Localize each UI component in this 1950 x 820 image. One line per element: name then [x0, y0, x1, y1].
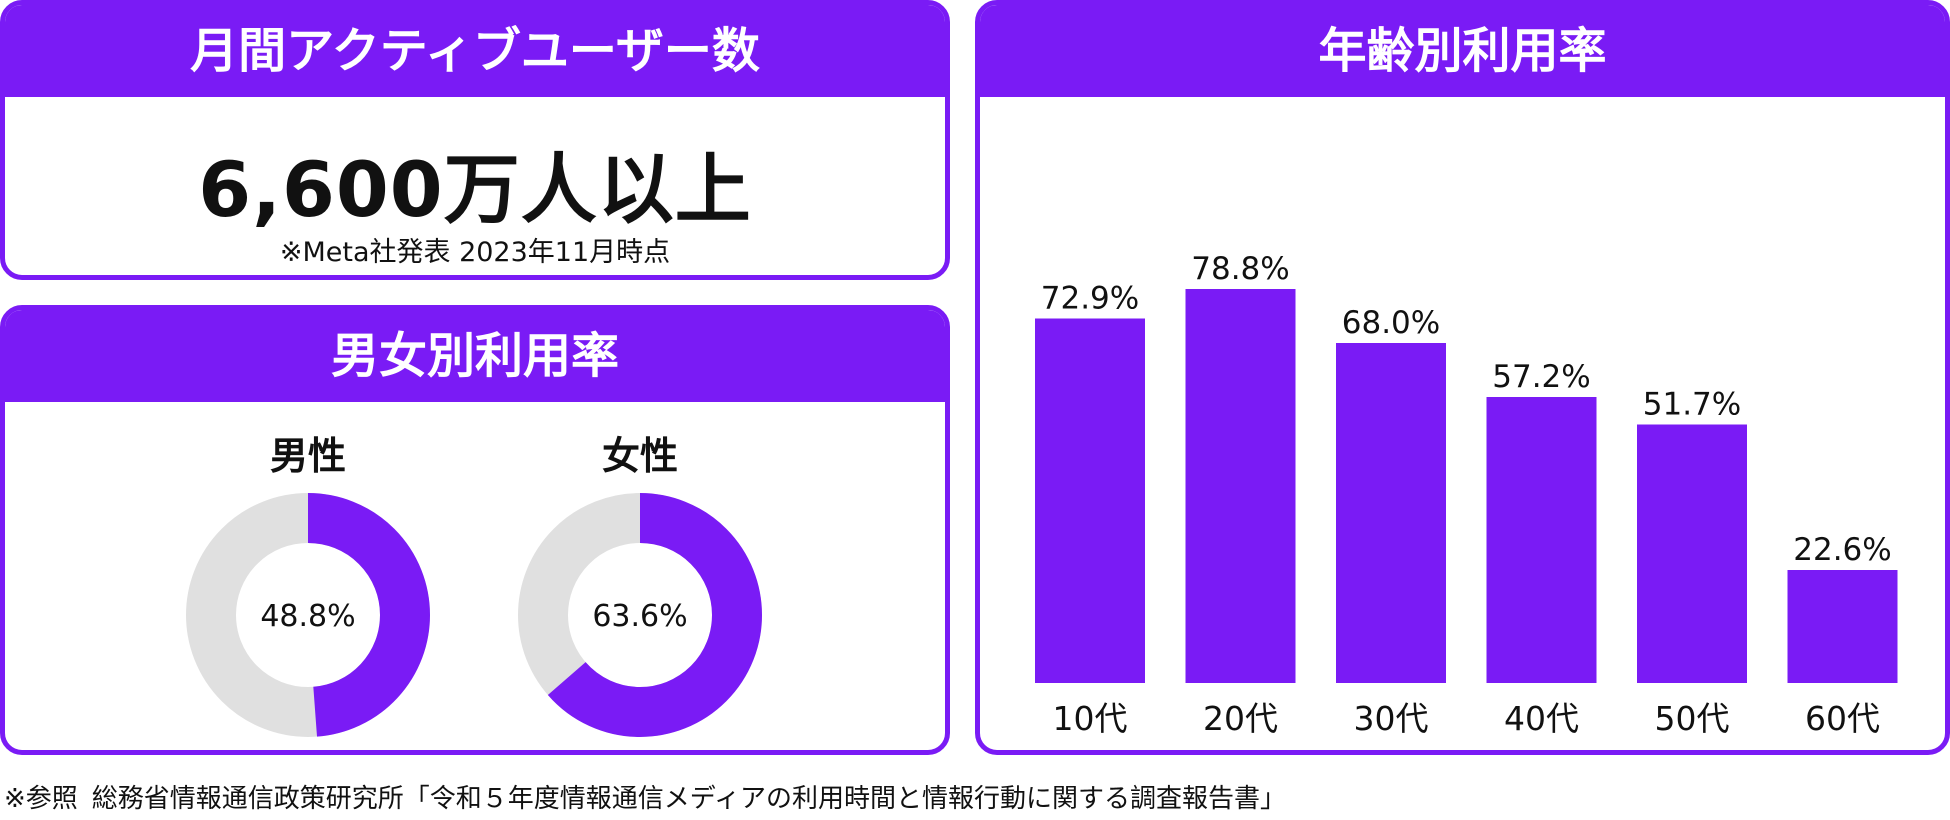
- bar-4: [1486, 397, 1597, 683]
- category-label: 20代: [1203, 699, 1278, 738]
- donut-value-female: 63.6%: [592, 599, 687, 634]
- bar-value-label: 72.9%: [1041, 281, 1139, 317]
- footnote-prefix: ※参照: [4, 784, 78, 814]
- bar-value-label: 51.7%: [1643, 387, 1741, 423]
- donut-arc-male: [186, 493, 430, 737]
- source-footnote: ※参照 総務省情報通信政策研究所「令和５年度情報通信メディアの利用時間と情報行動に…: [4, 778, 1286, 815]
- bar-6: [1787, 570, 1898, 683]
- age-bar-chart: 72.9% 10代 78.8% 20代 68.0% 30代 57.2% 40代 51.7% 50代…: [1035, 251, 1898, 738]
- category-label: 10代: [1053, 699, 1128, 738]
- footnote-source: 総務省情報通信政策研究所「令和５年度情報通信メディアの利用時間と情報行動に関する…: [91, 784, 1286, 814]
- donut-arc-female: [518, 493, 762, 737]
- category-label: 30代: [1354, 699, 1429, 738]
- gender-panel: 男女別利用率 男性 48.8% 女性 63.6%: [0, 305, 950, 755]
- gender-title: 男女別利用率: [5, 310, 945, 402]
- bar-value-label: 68.0%: [1342, 305, 1440, 341]
- mau-value: 6,600万人以上: [198, 145, 752, 234]
- donut-label-female: 女性: [601, 434, 678, 478]
- category-label: 50代: [1655, 699, 1730, 738]
- mau-panel: 月間アクティブユーザー数 6,600万人以上 ※Meta社発表 2023年11月…: [0, 0, 950, 280]
- category-label: 60代: [1805, 699, 1880, 738]
- bar-5: [1637, 424, 1747, 683]
- mau-title: 月間アクティブユーザー数: [5, 5, 945, 97]
- donut-label-male: 男性: [269, 434, 346, 478]
- donut-value-male: 48.8%: [260, 599, 355, 634]
- donut-chart-female: 63.6%: [518, 493, 762, 737]
- bar-3: [1336, 343, 1446, 683]
- bar-value-label: 22.6%: [1793, 532, 1891, 568]
- age-title: 年齢別利用率: [980, 5, 1945, 97]
- mau-note: ※Meta社発表 2023年11月時点: [279, 237, 671, 268]
- category-label: 40代: [1504, 699, 1579, 738]
- donut-chart-male: 48.8%: [186, 493, 430, 737]
- bar-value-label: 78.8%: [1191, 251, 1289, 287]
- bar-value-label: 57.2%: [1492, 359, 1590, 395]
- bar-2: [1185, 289, 1296, 683]
- age-panel: 年齢別利用率 72.9% 10代 78.8% 20代 68.0% 30代 57.2% 40代 5…: [975, 0, 1950, 755]
- bar-1: [1035, 318, 1145, 683]
